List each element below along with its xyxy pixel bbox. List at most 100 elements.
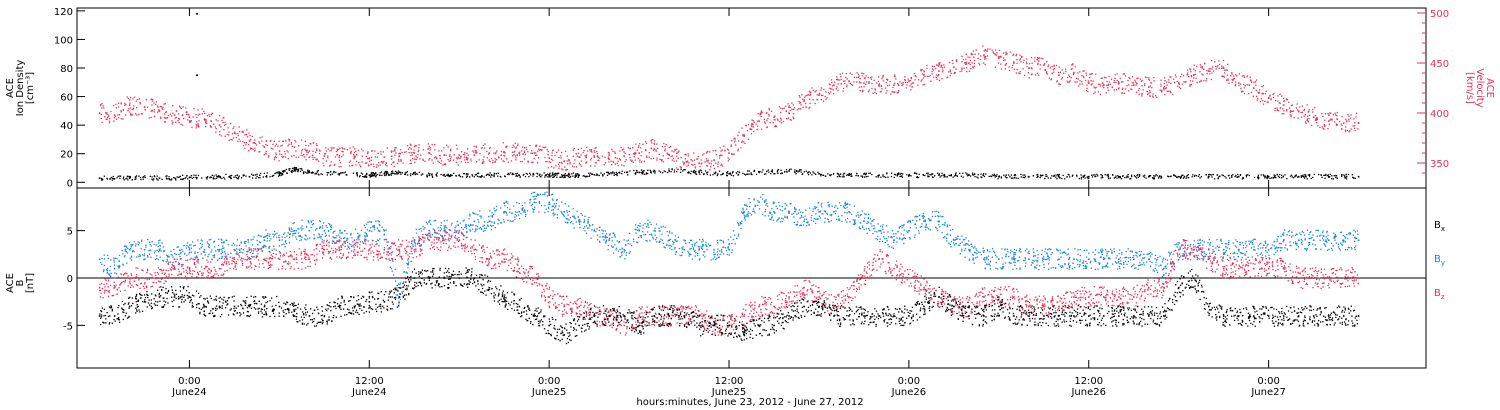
scatter-dot [113, 257, 115, 259]
scatter-dot [658, 230, 660, 232]
scatter-dot [429, 152, 431, 155]
scatter-dot [1142, 175, 1144, 177]
scatter-dot [683, 239, 685, 241]
density-axis-tick-label: 100 [54, 35, 73, 46]
scatter-dot [857, 73, 860, 75]
scatter-dot [257, 248, 260, 250]
scatter-dot [565, 168, 567, 170]
scatter-dot [343, 240, 345, 242]
scatter-dot [965, 63, 968, 65]
scatter-dot [173, 267, 176, 269]
scatter-dot [702, 244, 704, 246]
scatter-dot [1004, 59, 1006, 61]
scatter-dot [905, 87, 907, 89]
by-point [578, 220, 580, 223]
scatter-dot [289, 233, 291, 235]
scatter-dot [693, 169, 695, 172]
scatter-dot [157, 105, 159, 107]
scatter-dot [407, 267, 409, 269]
scatter-dot [946, 76, 948, 78]
scatter-dot [273, 159, 276, 161]
scatter-dot [275, 154, 277, 156]
scatter-dot [418, 237, 420, 239]
scatter-dot [1307, 174, 1309, 176]
scatter-dot [480, 228, 482, 230]
scatter-dot [380, 161, 382, 163]
scatter-dot [221, 242, 223, 244]
scatter-dot [544, 156, 546, 159]
scatter-dot [1009, 176, 1011, 178]
scatter-dot [606, 233, 608, 235]
scatter-dot [751, 128, 753, 131]
scatter-dot [231, 174, 233, 177]
scatter-dot [595, 147, 597, 149]
scatter-dot [641, 173, 643, 175]
scatter-dot [629, 170, 631, 172]
scatter-dot [223, 247, 225, 249]
scatter-dot [774, 119, 776, 121]
scatter-dot [236, 253, 238, 255]
scatter-dot [1282, 175, 1285, 177]
scatter-dot [210, 126, 212, 128]
scatter-dot [593, 150, 595, 152]
scatter-dot [856, 172, 858, 175]
scatter-dot [482, 159, 484, 161]
scatter-dot [1214, 61, 1216, 63]
scatter-dot [585, 162, 587, 164]
scatter-dot [180, 251, 182, 254]
scatter-dot [899, 175, 901, 178]
scatter-dot [697, 254, 699, 257]
scatter-dot [1354, 129, 1356, 132]
scatter-dot [281, 144, 283, 146]
scatter-dot [349, 165, 351, 167]
scatter-dot [955, 59, 958, 61]
scatter-dot [571, 220, 573, 223]
scatter-dot [923, 83, 926, 86]
density-point [1297, 175, 1300, 178]
scatter-dot [227, 253, 229, 255]
scatter-dot [435, 156, 437, 158]
scatter-dot [828, 83, 830, 85]
scatter-dot [259, 151, 261, 153]
scatter-dot [809, 106, 811, 108]
scatter-dot [882, 174, 884, 176]
scatter-dot [1257, 92, 1259, 94]
scatter-dot [1291, 174, 1293, 176]
scatter-dot [443, 147, 445, 149]
scatter-dot [568, 219, 570, 221]
scatter-dot [325, 150, 328, 152]
scatter-dot [1097, 175, 1099, 177]
scatter-dot [898, 172, 900, 174]
scatter-dot [297, 169, 299, 171]
scatter-dot [466, 175, 468, 177]
scatter-dot [886, 173, 888, 175]
scatter-dot [572, 149, 574, 151]
scatter-dot [1047, 177, 1049, 179]
scatter-dot [861, 75, 864, 77]
scatter-dot [618, 241, 620, 243]
scatter-dot [694, 243, 696, 245]
scatter-dot [265, 235, 268, 237]
scatter-dot [753, 131, 755, 133]
scatter-dot [602, 230, 604, 232]
scatter-dot [215, 128, 217, 130]
scatter-dot [440, 160, 443, 162]
scatter-dot [730, 145, 732, 148]
scatter-dot [1308, 175, 1311, 177]
scatter-dot [209, 115, 211, 117]
scatter-dot [948, 71, 950, 73]
scatter-dot [639, 235, 641, 237]
scatter-dot [897, 173, 899, 175]
scatter-dot [135, 243, 137, 245]
scatter-dot [556, 172, 559, 174]
scatter-dot [658, 170, 660, 172]
scatter-dot [1303, 175, 1305, 178]
scatter-dot [938, 64, 940, 66]
scatter-dot [348, 247, 351, 250]
scatter-dot [1266, 101, 1268, 103]
scatter-dot [1182, 177, 1185, 179]
scatter-dot [643, 173, 645, 175]
scatter-dot [690, 253, 692, 256]
scatter-dot [126, 175, 128, 177]
scatter-dot [1284, 174, 1286, 176]
